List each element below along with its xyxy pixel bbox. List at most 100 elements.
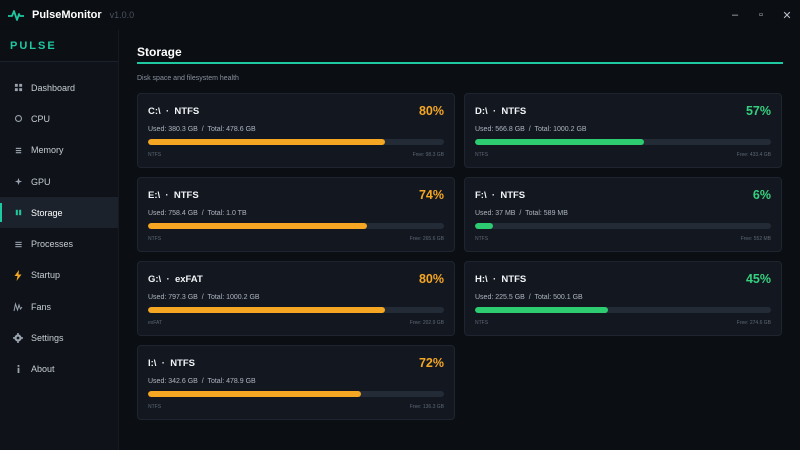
usage-bar-fill — [475, 139, 644, 145]
grid-icon — [13, 83, 23, 93]
free-label: Free: — [409, 320, 422, 326]
sidebar-item-label: Processes — [31, 239, 74, 250]
usage-bar-fill — [475, 223, 493, 229]
slash-separator: / — [528, 126, 531, 133]
total-value: 478.6 GB — [226, 126, 256, 133]
maximize-button[interactable]: ▫ — [748, 0, 774, 30]
total-value: 1.0 TB — [226, 210, 247, 217]
drive-label: I:\ · NTFS — [148, 358, 195, 369]
used-value: 225.5 GB — [495, 294, 525, 301]
fan-icon — [13, 301, 23, 312]
minimize-icon: – — [731, 9, 739, 21]
usage-bar — [475, 223, 771, 229]
usage-bar — [475, 307, 771, 313]
sidebar-item-label: Memory — [31, 145, 64, 156]
drive-card[interactable]: H:\ · NTFS 45% Used: 225.5 GB / Total: 500… — [464, 261, 782, 336]
drive-name: D:\ — [475, 106, 488, 117]
usage-bar-fill — [475, 307, 609, 313]
free-label: Free: — [409, 404, 422, 410]
page-subtitle: Disk space and filesystem health — [137, 75, 239, 82]
used-label: Used: — [148, 210, 167, 217]
sidebar-item-storage[interactable]: Storage — [0, 197, 118, 229]
pulse-logo-icon — [8, 10, 24, 21]
drive-card[interactable]: D:\ · NTFS 57% Used: 566.8 GB / Total: 100… — [464, 93, 782, 168]
used-value: 37 MB — [495, 210, 516, 217]
usage-percent: 80% — [418, 272, 444, 286]
info-icon — [13, 364, 23, 374]
minimize-button[interactable]: – — [722, 0, 748, 30]
drive-separator: · — [166, 274, 170, 285]
free-caption: Free: 274.6 GB — [737, 320, 771, 326]
sidebar-item-label: Startup — [31, 270, 61, 281]
usage-percent: 57% — [745, 104, 771, 118]
usage-bar-fill — [148, 307, 385, 313]
sidebar-item-label: Storage — [31, 207, 63, 218]
total-value: 589 MB — [543, 210, 568, 217]
total-label: Total: — [207, 126, 225, 133]
total-value: 500.1 GB — [553, 294, 583, 301]
slash-separator: / — [519, 210, 522, 217]
main-content: Storage Disk space and filesystem health… — [137, 30, 783, 450]
free-caption: Free: 552 MB — [741, 236, 771, 242]
total-label: Total: — [534, 126, 552, 133]
drive-label: H:\ · NTFS — [475, 274, 526, 285]
drive-card[interactable]: F:\ · NTFS 6% Used: 37 MB / Total: 589 MB N… — [464, 177, 782, 252]
drive-card[interactable]: I:\ · NTFS 72% Used: 342.6 GB / Total: 478… — [137, 345, 455, 420]
app-title: PulseMonitor — [32, 9, 102, 21]
drive-filesystem: exFAT — [174, 274, 203, 285]
free-value: 202.9 GB — [422, 320, 444, 326]
slash-separator: / — [528, 294, 531, 301]
drive-separator: · — [165, 106, 170, 117]
usage-text: Used: 797.3 GB / Total: 1000.2 GB — [148, 294, 260, 301]
drive-filesystem: NTFS — [500, 190, 526, 201]
usage-text: Used: 380.3 GB / Total: 478.6 GB — [148, 126, 256, 133]
sidebar-item-cpu[interactable]: CPU — [0, 103, 118, 134]
drive-name: H:\ — [475, 274, 488, 285]
gear-icon — [13, 333, 23, 344]
memory-icon — [13, 145, 23, 155]
usage-text: Used: 566.8 GB / Total: 1000.2 GB — [475, 126, 587, 133]
drive-name: F:\ — [475, 190, 487, 201]
usage-percent: 72% — [418, 356, 444, 370]
free-label: Free: — [736, 152, 749, 158]
usage-percent: 80% — [418, 104, 444, 118]
drive-label: C:\ · NTFS — [148, 106, 199, 117]
close-button[interactable]: ✕ — [774, 0, 800, 30]
filesystem-caption: NTFS — [148, 152, 162, 158]
sidebar-item-about[interactable]: About — [0, 354, 118, 385]
sidebar-item-processes[interactable]: Processes — [0, 228, 118, 259]
free-label: Free: — [740, 236, 753, 242]
sidebar-item-label: GPU — [31, 176, 51, 187]
sidebar-item-startup[interactable]: Startup — [0, 260, 118, 291]
usage-text: Used: 225.5 GB / Total: 500.1 GB — [475, 294, 583, 301]
drive-filesystem: NTFS — [501, 106, 527, 117]
title-bar: PulseMonitor v1.0.0 – ▫ ✕ — [0, 0, 800, 30]
usage-bar — [148, 391, 444, 397]
free-value: 98.3 GB — [425, 152, 444, 158]
drive-card[interactable]: E:\ · NTFS 74% Used: 758.4 GB / Total: 1.0… — [137, 177, 455, 252]
sidebar-item-dashboard[interactable]: Dashboard — [0, 72, 118, 103]
used-label: Used: — [475, 126, 494, 133]
drive-card[interactable]: C:\ · NTFS 80% Used: 380.3 GB / Total: 478… — [137, 93, 455, 168]
filesystem-caption: NTFS — [148, 404, 162, 410]
usage-text: Used: 758.4 GB / Total: 1.0 TB — [148, 210, 247, 217]
used-value: 797.3 GB — [168, 294, 198, 301]
used-label: Used: — [148, 294, 167, 301]
sidebar-item-gpu[interactable]: GPU — [0, 166, 118, 197]
sidebar-item-memory[interactable]: Memory — [0, 135, 118, 166]
drive-card[interactable]: G:\ · exFAT 80% Used: 797.3 GB / Total: 10… — [137, 261, 455, 336]
sidebar-item-fans[interactable]: Fans — [0, 291, 118, 322]
free-caption: Free: 202.9 GB — [410, 320, 444, 326]
sidebar-nav: Dashboard CPU Memory GPU Storage Processes Sta… — [0, 72, 118, 385]
sidebar-item-settings[interactable]: Settings — [0, 322, 118, 353]
sidebar-item-label: Dashboard — [31, 82, 76, 93]
drive-filesystem: NTFS — [170, 358, 195, 369]
drive-label: F:\ · NTFS — [475, 190, 525, 201]
free-value: 274.6 GB — [749, 320, 771, 326]
filesystem-caption: NTFS — [148, 236, 162, 242]
free-caption: Free: 265.6 GB — [410, 236, 444, 242]
drive-name: G:\ — [148, 274, 162, 285]
used-label: Used: — [475, 294, 494, 301]
cpu-icon — [13, 114, 23, 124]
page-title: Storage — [137, 45, 182, 59]
